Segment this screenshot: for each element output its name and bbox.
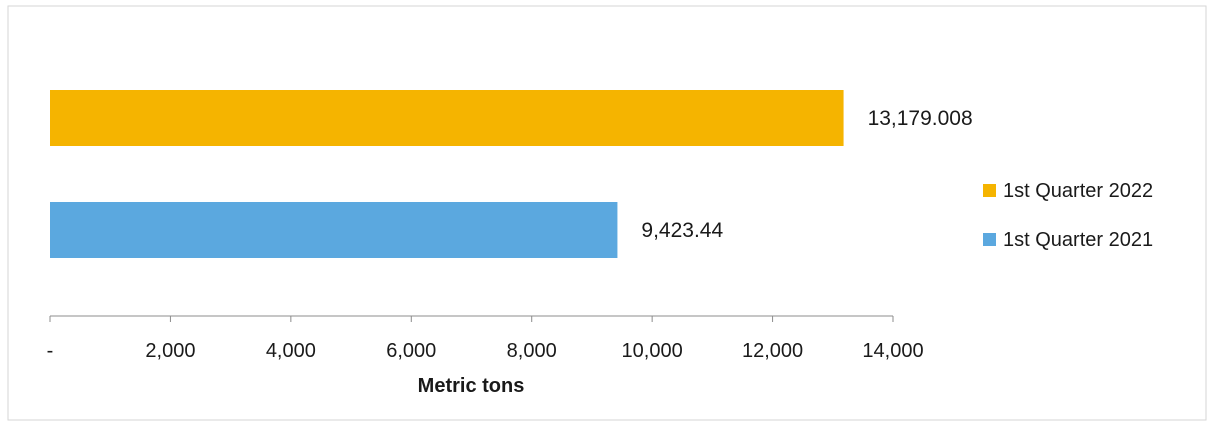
x-tick-label-7: 14,000 bbox=[862, 340, 923, 362]
x-tick-label-1: 2,000 bbox=[145, 340, 195, 362]
x-tick-label-3: 6,000 bbox=[386, 340, 436, 362]
x-axis: - 2,000 4,000 6,000 8,000 10,000 12,000 14,000 bbox=[47, 315, 924, 362]
legend: 1st Quarter 2022 1st Quarter 2021 bbox=[983, 180, 1153, 251]
chart-border bbox=[7, 5, 1207, 421]
x-tick-label-6: 12,000 bbox=[742, 340, 803, 362]
x-axis-title: Metric tons bbox=[418, 375, 525, 397]
legend-swatch-2 bbox=[983, 233, 996, 246]
bar-value-label-1: 13,179.008 bbox=[868, 107, 973, 130]
x-tick-label-2: 4,000 bbox=[266, 340, 316, 362]
legend-swatch-1 bbox=[983, 184, 996, 197]
x-tick-label-0: - bbox=[47, 340, 54, 362]
bar-1 bbox=[50, 90, 844, 146]
bar-2 bbox=[50, 202, 618, 258]
legend-label-1: 1st Quarter 2022 bbox=[1003, 180, 1153, 202]
x-tick-label-5: 10,000 bbox=[622, 340, 683, 362]
bars-layer: 13,179.008 9,423.44 bbox=[50, 90, 973, 258]
x-tick-label-4: 8,000 bbox=[507, 340, 557, 362]
bar-value-label-2: 9,423.44 bbox=[641, 219, 723, 242]
legend-label-2: 1st Quarter 2021 bbox=[1003, 229, 1153, 251]
